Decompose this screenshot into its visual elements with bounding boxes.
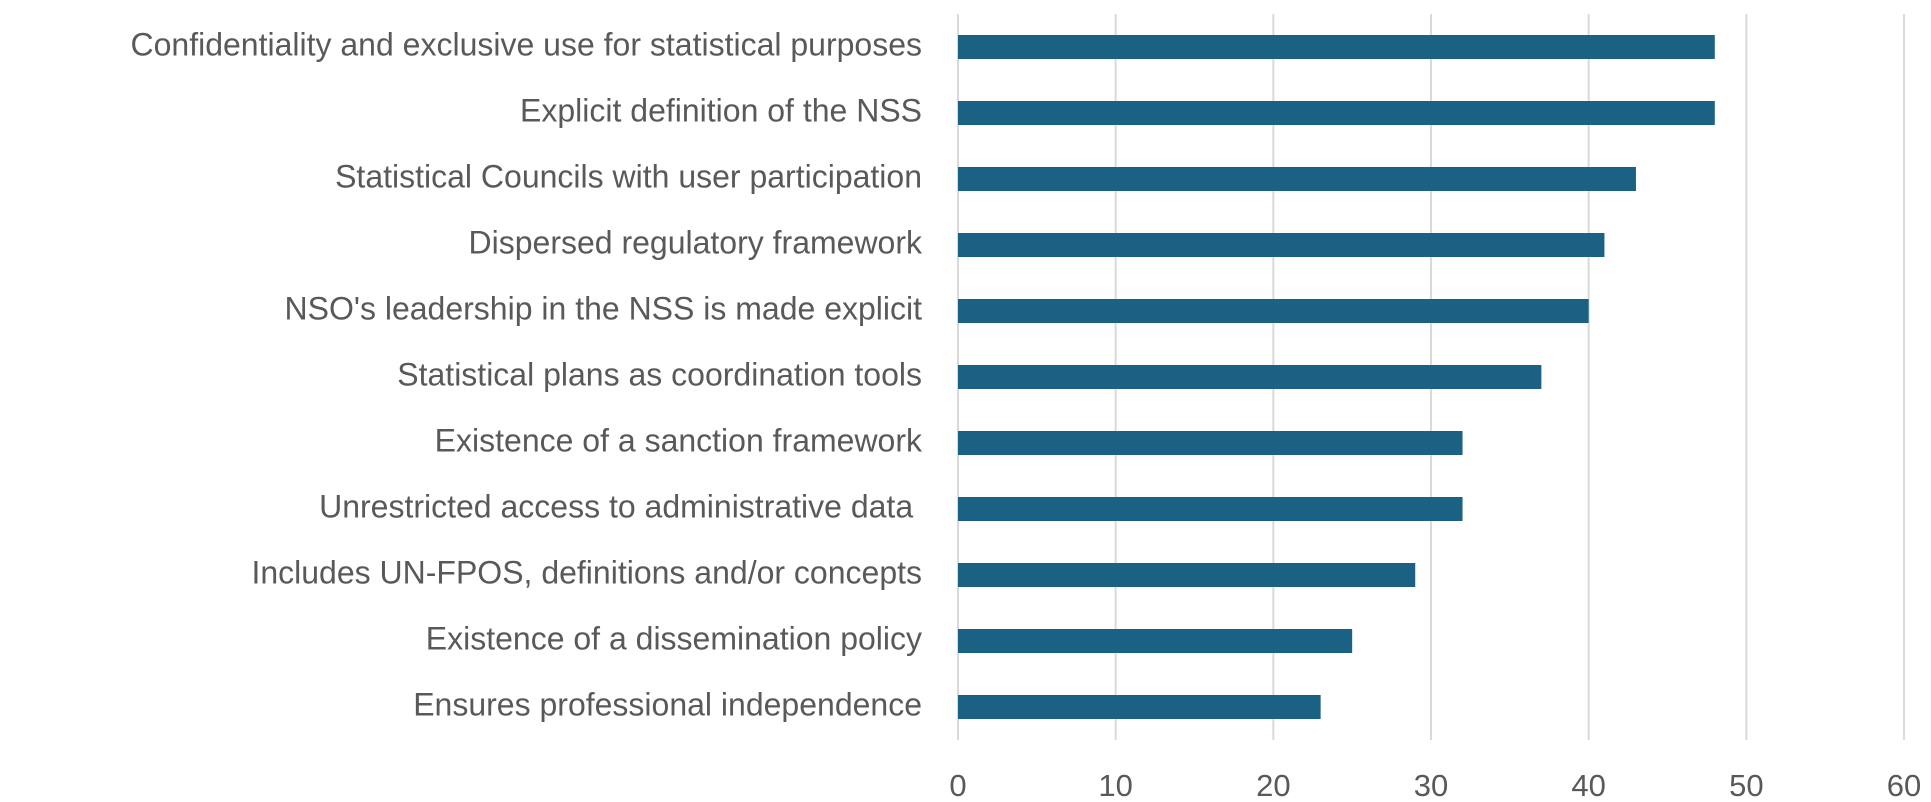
y-tick-label: Explicit definition of the NSS — [520, 92, 922, 128]
y-tick-label: Existence of a dissemination policy — [426, 620, 922, 656]
y-tick-label: Ensures professional independence — [413, 686, 922, 722]
bar — [958, 167, 1636, 191]
page: 0 10 20 30 40 50 60 Confidentiality and exclusi… — [0, 0, 1931, 802]
bar — [958, 101, 1715, 125]
x-tick-label: 10 — [1098, 768, 1132, 802]
y-tick-label: Dispersed regulatory framework — [469, 224, 924, 260]
y-tick-label: Confidentiality and exclusive use for st… — [130, 26, 922, 62]
bar — [958, 563, 1415, 587]
chart: 0 10 20 30 40 50 60 Confidentiality and exclusi… — [0, 0, 1931, 802]
bar — [958, 299, 1589, 323]
y-tick-label: Statistical Councils with user participa… — [335, 158, 922, 194]
x-tick-label: 50 — [1729, 768, 1763, 802]
bar — [958, 695, 1321, 719]
x-tick-label: 40 — [1571, 768, 1605, 802]
bar — [958, 497, 1463, 521]
y-tick-label: Statistical plans as coordination tools — [397, 356, 922, 392]
y-tick-label: Includes UN-FPOS, definitions and/or con… — [251, 554, 922, 590]
bar — [958, 233, 1604, 257]
x-tick-label: 20 — [1256, 768, 1290, 802]
y-tick-label: NSO's leadership in the NSS is made expl… — [285, 290, 923, 326]
bar — [958, 431, 1463, 455]
y-tick-label: Existence of a sanction framework — [435, 422, 923, 458]
bar — [958, 35, 1715, 59]
y-tick-label: Unrestricted access to administrative da… — [319, 488, 922, 524]
x-tick-label: 30 — [1414, 768, 1448, 802]
bar — [958, 629, 1352, 653]
x-tick-label: 60 — [1887, 768, 1921, 802]
x-tick-label: 0 — [949, 768, 966, 802]
bar — [958, 365, 1541, 389]
